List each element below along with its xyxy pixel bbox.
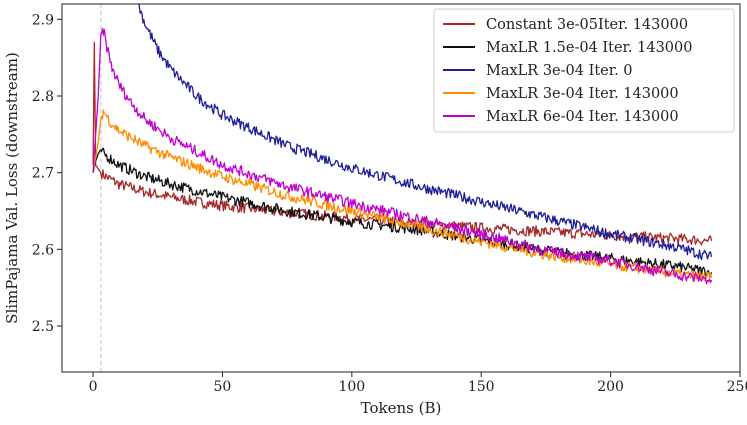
x-tick-label: 0 xyxy=(89,379,98,395)
y-axis: 2.5 2.6 2.7 2.8 2.9 xyxy=(32,12,62,335)
legend-box xyxy=(433,8,735,133)
series-line-4 xyxy=(92,109,713,282)
legend-label: MaxLR 6e-04 Iter. 143000 xyxy=(486,109,679,125)
x-tick-label: 100 xyxy=(338,379,365,395)
y-tick-label: 2.7 xyxy=(32,166,54,182)
legend-label: MaxLR 3e-04 Iter. 143000 xyxy=(486,86,679,102)
y-axis-label: SlimPajama Val. Loss (downstream) xyxy=(3,52,21,324)
series-line-3 xyxy=(138,4,713,261)
y-tick-label: 2.5 xyxy=(32,319,54,335)
x-tick-label: 50 xyxy=(214,379,232,395)
x-axis-label: Tokens (B) xyxy=(361,399,442,417)
y-tick-label: 2.8 xyxy=(32,89,54,105)
plot-area xyxy=(61,3,741,373)
y-tick-label: 2.6 xyxy=(32,242,54,258)
plot-frame xyxy=(61,3,741,373)
y-tick-label: 2.9 xyxy=(32,12,54,28)
x-axis: 0 50 100 150 200 250 xyxy=(89,372,747,395)
series-line-2 xyxy=(92,147,713,278)
legend: Constant 3e-05Iter. 143000 MaxLR 1.5e-04 … xyxy=(433,8,735,133)
legend-label: MaxLR 1.5e-04 Iter. 143000 xyxy=(486,40,692,56)
x-tick-label: 250 xyxy=(727,379,747,395)
legend-label: MaxLR 3e-04 Iter. 0 xyxy=(486,63,633,79)
x-tick-label: 150 xyxy=(468,379,495,395)
series-line-5 xyxy=(92,27,713,285)
x-tick-label: 200 xyxy=(597,379,624,395)
legend-label: Constant 3e-05Iter. 143000 xyxy=(486,17,688,33)
